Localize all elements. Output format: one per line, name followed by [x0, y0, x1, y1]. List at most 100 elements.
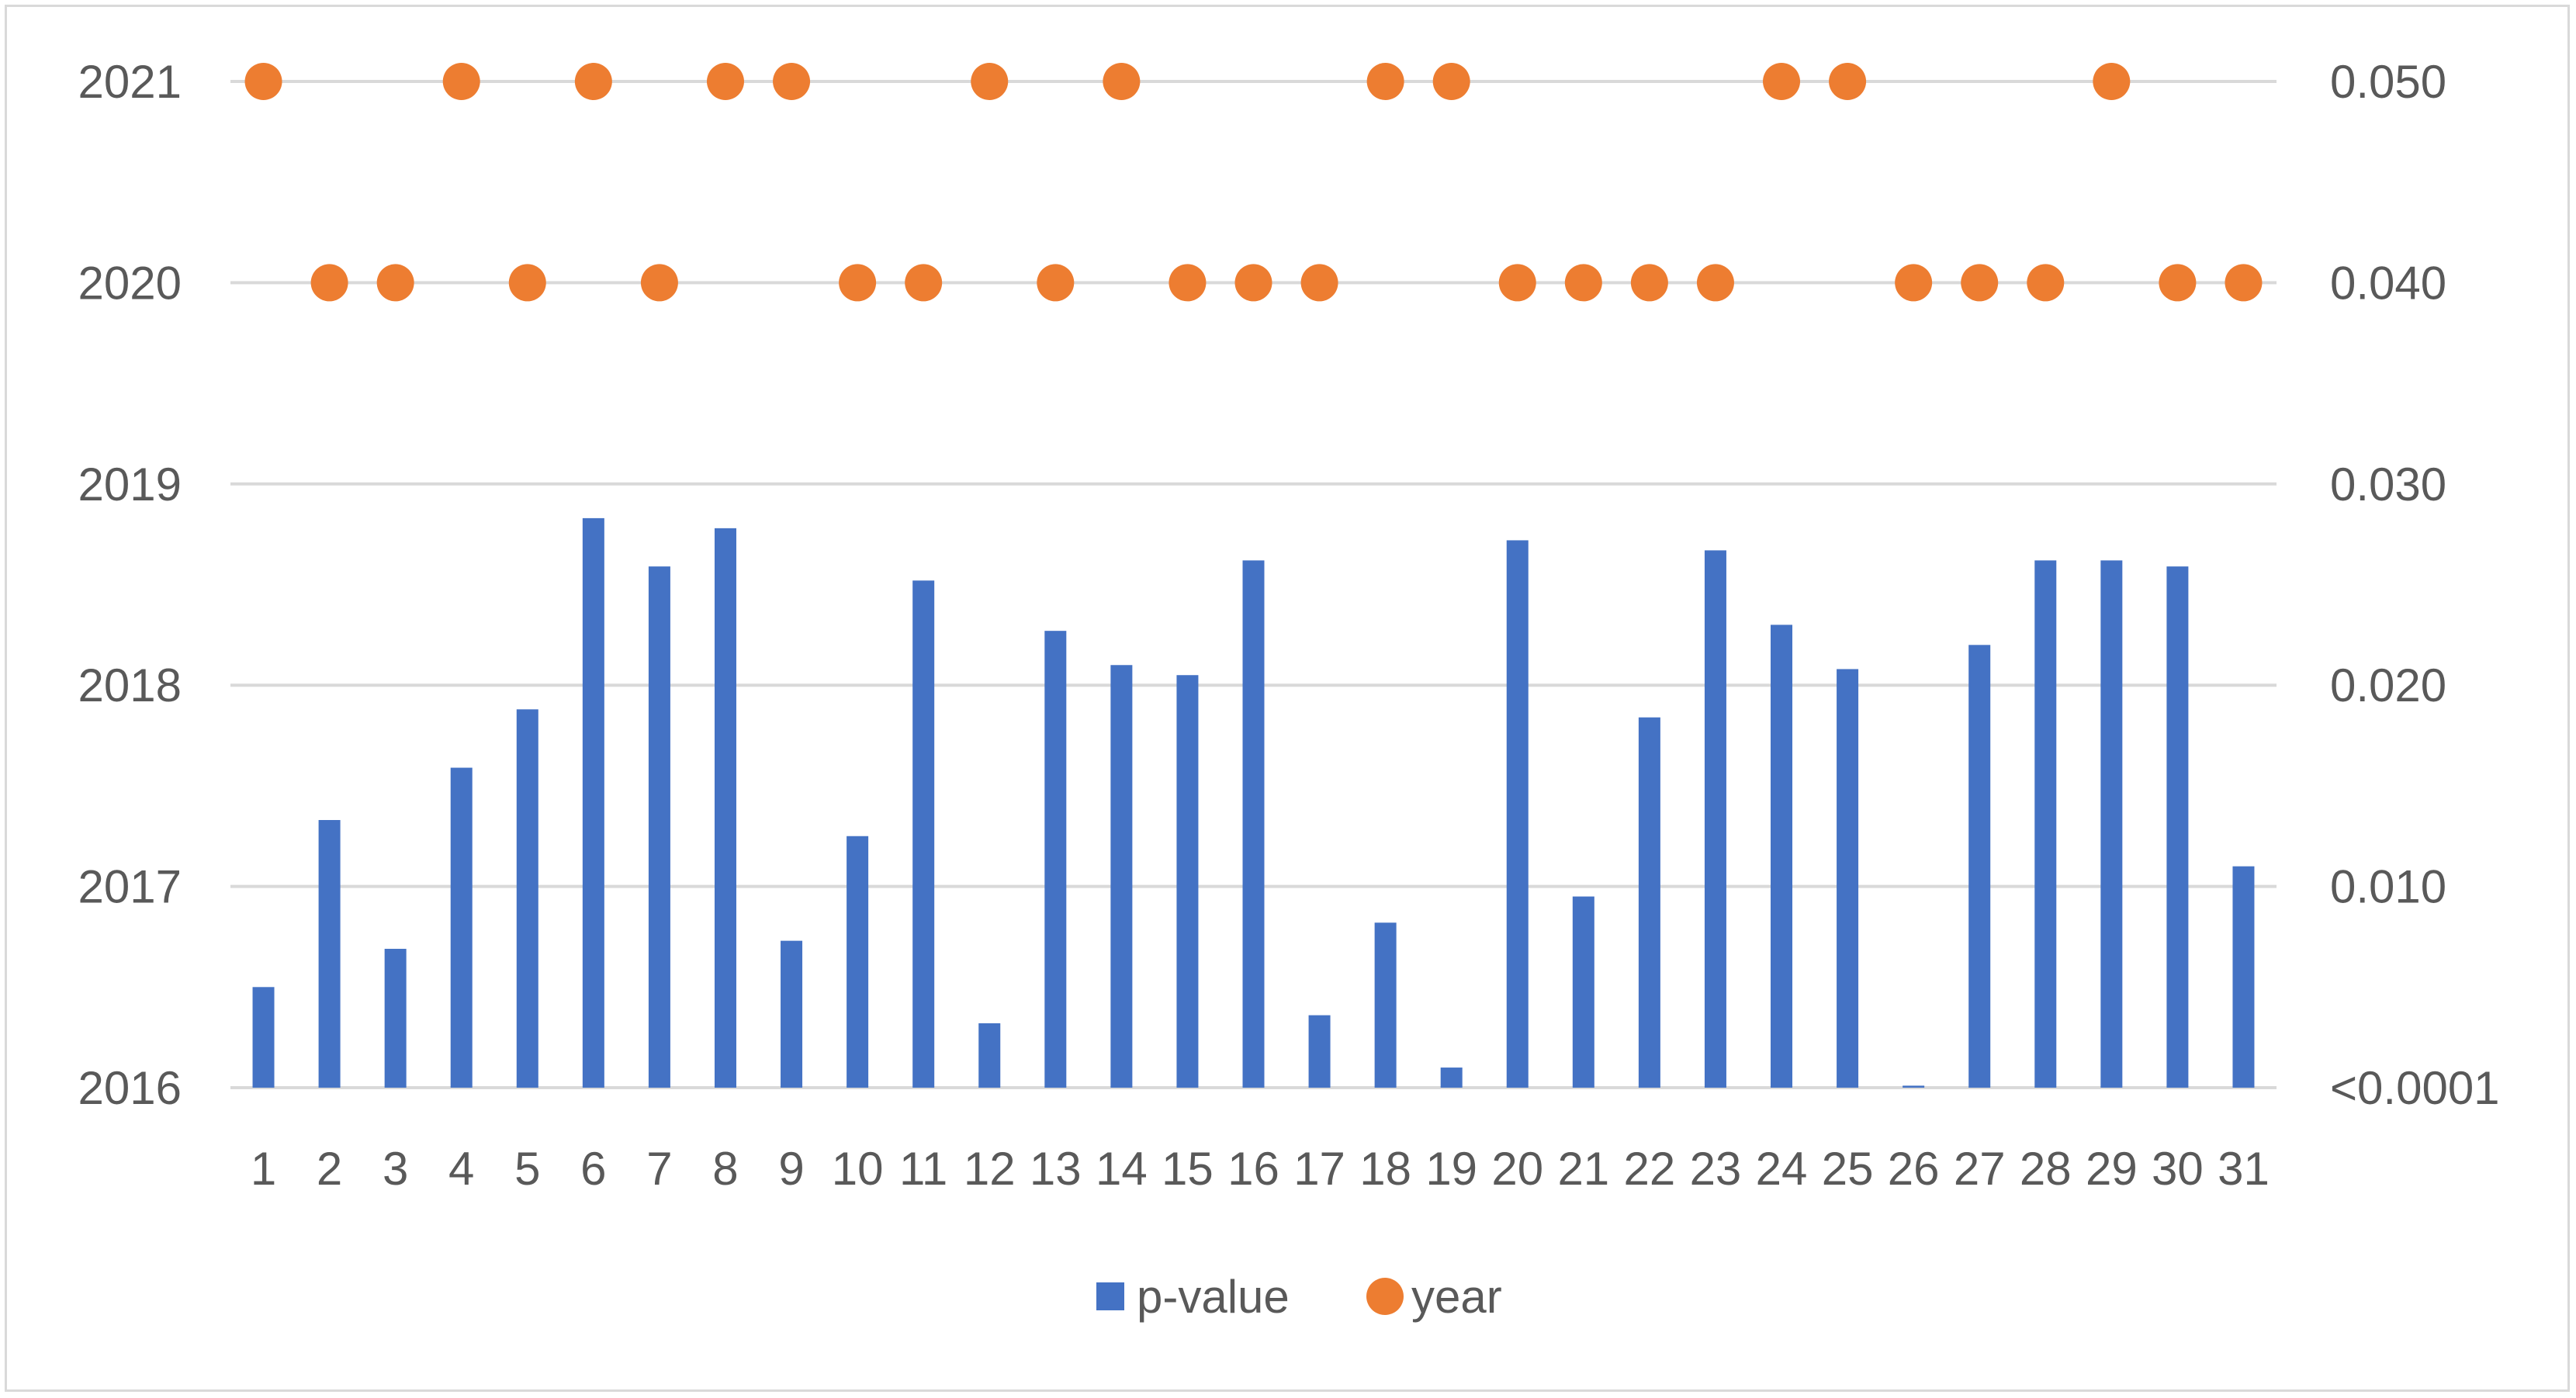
- legend-swatch-p-value: [1096, 1282, 1124, 1310]
- x-tick-label: 24: [1756, 1143, 1808, 1195]
- year-point: [1630, 264, 1668, 302]
- p-value-bar: [648, 566, 670, 1088]
- x-tick-label: 2: [317, 1143, 342, 1195]
- x-tick-label: 3: [383, 1143, 408, 1195]
- p-value-bar: [1506, 540, 1529, 1088]
- x-tick-label: 30: [2152, 1143, 2204, 1195]
- year-point: [1037, 264, 1075, 302]
- p-value-bars: [252, 517, 2255, 1088]
- p-value-bar: [2034, 560, 2057, 1088]
- p-value-bar: [582, 517, 604, 1088]
- p-value-bar: [781, 940, 803, 1088]
- p-value-bar: [1044, 631, 1067, 1088]
- p-value-bar: [912, 580, 935, 1088]
- year-point: [773, 63, 811, 100]
- year-point: [1300, 264, 1338, 302]
- x-tick-label: 19: [1425, 1143, 1477, 1195]
- year-point: [1564, 264, 1602, 302]
- x-tick-label: 5: [514, 1143, 540, 1195]
- x-tick-label: 12: [964, 1143, 1016, 1195]
- year-point: [1366, 63, 1404, 100]
- legend-swatch-year: [1366, 1278, 1404, 1315]
- legend-label-p-value: p-value: [1137, 1271, 1290, 1323]
- year-point: [1234, 264, 1272, 302]
- p-value-bar: [1572, 896, 1594, 1088]
- x-tick-label: 7: [646, 1143, 672, 1195]
- p-value-bar: [2232, 866, 2255, 1088]
- x-tick-label: 22: [1624, 1143, 1676, 1195]
- p-value-bar: [1242, 560, 1265, 1088]
- year-point: [508, 264, 546, 302]
- x-tick-label: 9: [778, 1143, 804, 1195]
- x-tick-label: 1: [251, 1143, 276, 1195]
- p-value-bar: [714, 528, 736, 1088]
- x-tick-label: 27: [1954, 1143, 2006, 1195]
- left-tick-label: 2020: [78, 257, 182, 309]
- x-tick-label: 17: [1293, 1143, 1345, 1195]
- left-tick-label: 2021: [78, 56, 182, 108]
- year-point: [839, 264, 877, 302]
- year-point: [1432, 63, 1470, 100]
- year-point: [1169, 264, 1207, 302]
- right-tick-label: 0.010: [2330, 861, 2446, 913]
- x-tick-label: 28: [2020, 1143, 2072, 1195]
- p-value-bar: [1638, 717, 1660, 1088]
- legend: p-value year: [1096, 1271, 1502, 1323]
- x-tick-label: 14: [1096, 1143, 1148, 1195]
- year-points: [244, 63, 2263, 302]
- right-tick-label: <0.0001: [2330, 1062, 2500, 1114]
- x-tick-label: 8: [712, 1143, 738, 1195]
- p-value-bar: [2100, 560, 2123, 1088]
- p-value-bar: [1704, 550, 1726, 1088]
- right-tick-label: 0.050: [2330, 56, 2446, 108]
- x-tick-label: 15: [1162, 1143, 1214, 1195]
- p-value-bar: [978, 1023, 1001, 1088]
- p-value-bar: [1176, 675, 1199, 1088]
- p-value-bar: [1968, 645, 1991, 1088]
- x-tick-label: 10: [832, 1143, 884, 1195]
- year-point: [1696, 264, 1734, 302]
- year-point: [1829, 63, 1867, 100]
- year-point: [640, 264, 678, 302]
- p-value-bar: [1837, 669, 1859, 1088]
- x-tick-label: 29: [2086, 1143, 2138, 1195]
- year-point: [442, 63, 480, 100]
- year-point: [574, 63, 612, 100]
- p-value-bar: [252, 987, 275, 1088]
- x-tick-label: 11: [899, 1143, 947, 1195]
- p-value-bar: [847, 836, 869, 1088]
- right-tick-label: 0.020: [2330, 659, 2446, 711]
- x-tick-label: 21: [1557, 1143, 1609, 1195]
- left-tick-label: 2019: [78, 459, 182, 510]
- x-tick-label: 25: [1822, 1143, 1874, 1195]
- p-value-bar: [1903, 1085, 1925, 1088]
- p-value-bar: [1771, 625, 1793, 1088]
- year-point: [1763, 63, 1801, 100]
- p-value-bar: [2166, 566, 2189, 1088]
- year-point: [2027, 264, 2065, 302]
- left-tick-label: 2017: [78, 861, 182, 913]
- x-tick-label: 26: [1888, 1143, 1940, 1195]
- p-value-bar: [1374, 922, 1397, 1088]
- year-point: [2159, 264, 2197, 302]
- p-value-bar: [384, 949, 407, 1088]
- p-value-bar: [450, 767, 473, 1088]
- right-axis: <0.0001 0.010 0.020 0.030 0.040 0.050: [2330, 56, 2500, 1114]
- p-value-bar: [1440, 1068, 1463, 1088]
- x-tick-label: 23: [1690, 1143, 1742, 1195]
- p-value-bar: [318, 819, 341, 1088]
- left-tick-label: 2018: [78, 659, 182, 711]
- year-point: [310, 264, 348, 302]
- chart-frame: 2016 2017 2018 2019 2020 2021 <0.0001 0.010 0.0…: [5, 5, 2570, 1392]
- year-point: [376, 264, 414, 302]
- x-tick-label: 13: [1030, 1143, 1082, 1195]
- year-point: [1498, 264, 1536, 302]
- right-tick-label: 0.040: [2330, 257, 2446, 309]
- x-tick-label: 4: [448, 1143, 474, 1195]
- x-axis: 1 2 3 4 5 6 7 8 9 10 11 12 13 14 15 16 17 18 19 20 21 22 23 24 2…: [251, 1143, 2270, 1195]
- x-tick-label: 6: [580, 1143, 606, 1195]
- year-point: [1961, 264, 1999, 302]
- year-point: [1103, 63, 1141, 100]
- x-tick-label: 31: [2218, 1143, 2270, 1195]
